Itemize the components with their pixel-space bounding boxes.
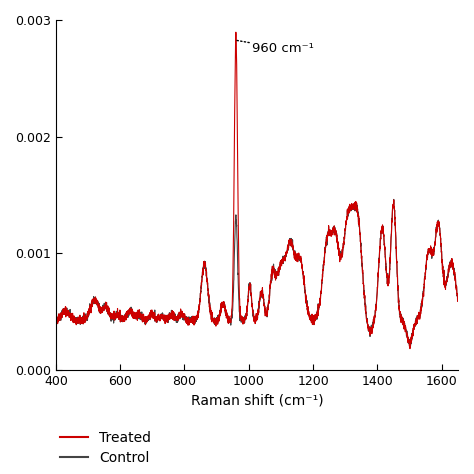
Treated [53,318,59,324]
Control [447,261,453,266]
Control [455,296,461,301]
Treated [225,312,230,318]
Treated [99,308,105,314]
Control [53,318,59,323]
Legend: Treated, Control: Treated, Control [55,426,157,470]
Treated [447,260,453,266]
Treated [207,308,213,313]
Treated [404,330,410,336]
Control [123,317,128,322]
Control [404,330,410,336]
Line: Treated: Treated [56,32,458,348]
Treated [455,298,461,304]
Control [391,197,397,202]
Line: Control: Control [56,200,458,346]
Control [225,316,230,321]
Control [207,307,213,312]
Text: 960 cm⁻¹: 960 cm⁻¹ [236,40,314,55]
Control [99,307,105,313]
Treated [407,346,413,351]
Treated [123,316,128,322]
X-axis label: Raman shift (cm⁻¹): Raman shift (cm⁻¹) [191,393,323,407]
Control [408,344,413,349]
Treated [233,29,239,35]
